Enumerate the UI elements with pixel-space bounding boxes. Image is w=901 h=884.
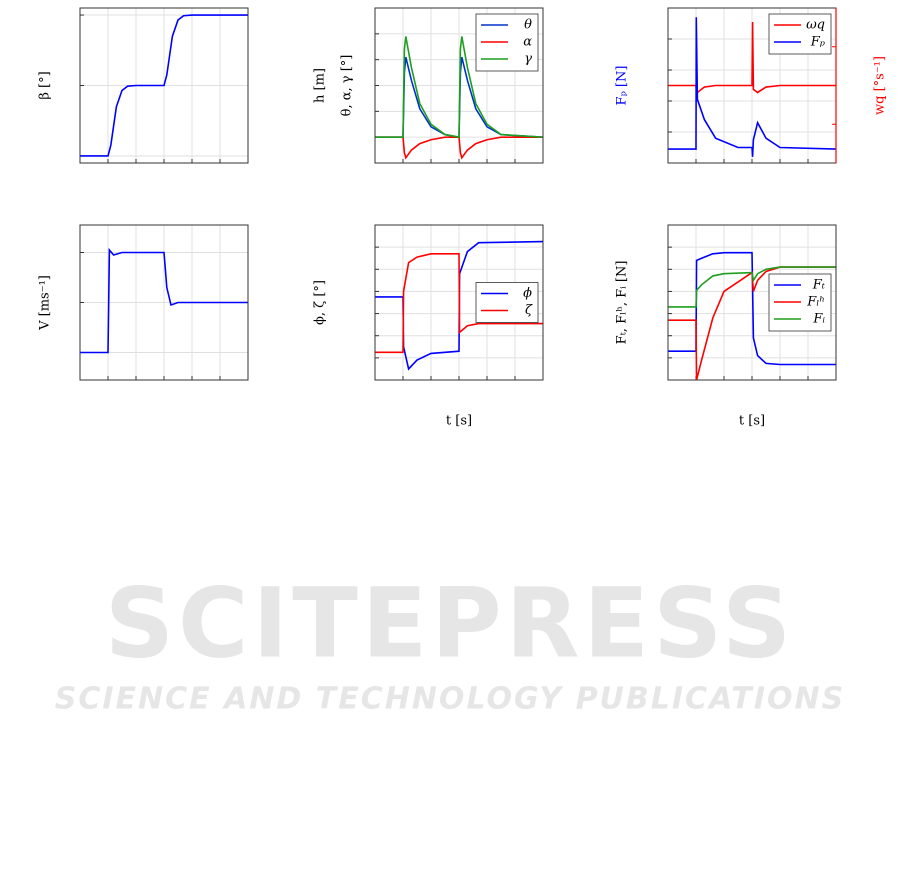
data-line [375, 36, 544, 139]
y2-axis-label: wq [°s⁻¹] [873, 56, 888, 115]
y-axis-label: θ, α, γ [°] [340, 55, 355, 117]
legend-label: Fₗʰ [806, 295, 825, 310]
legend-label: ζ [525, 303, 533, 318]
plot-frame [79, 7, 249, 164]
y-axis-label: ϕ, ζ [°] [313, 280, 328, 325]
y-axis-label: Fₚ [N] [615, 66, 630, 106]
data-line [668, 251, 836, 366]
x-axis-label: t [s] [446, 414, 472, 429]
plot-frame [374, 7, 544, 164]
x-axis-label: t [s] [739, 414, 765, 429]
legend-label: ωq [806, 18, 825, 33]
data-line [375, 136, 543, 160]
legend-label: ϕ [523, 286, 532, 301]
legend-box [475, 282, 539, 323]
legend-box [768, 13, 832, 55]
y-axis-label: h [m] [313, 68, 328, 103]
data-line [668, 17, 837, 157]
legend-label: Fᵢ [812, 312, 825, 327]
plot-frame [79, 224, 249, 381]
data-line [80, 247, 248, 354]
plot-frame [667, 224, 837, 381]
legend-label: α [523, 35, 532, 50]
data-line [668, 266, 836, 381]
legend-label: θ [524, 18, 532, 33]
legend-label: γ [524, 52, 532, 67]
y-axis-label: V [ms⁻¹] [38, 275, 53, 331]
y-axis-label: Fₜ, Fₗʰ, Fᵢ [N] [615, 261, 630, 345]
legend-label: Fₜ [812, 278, 826, 293]
legend-label: Fₚ [810, 35, 825, 50]
watermark-subtitle: SCIENCE AND TECHNOLOGY PUBLICATIONS [55, 682, 846, 717]
plot-frame [374, 224, 544, 381]
watermark-title: SCITEPRESS [105, 567, 795, 679]
y-axis-label: β [°] [38, 71, 53, 99]
data-line [80, 14, 248, 157]
data-line [375, 252, 543, 354]
data-line [668, 266, 836, 308]
